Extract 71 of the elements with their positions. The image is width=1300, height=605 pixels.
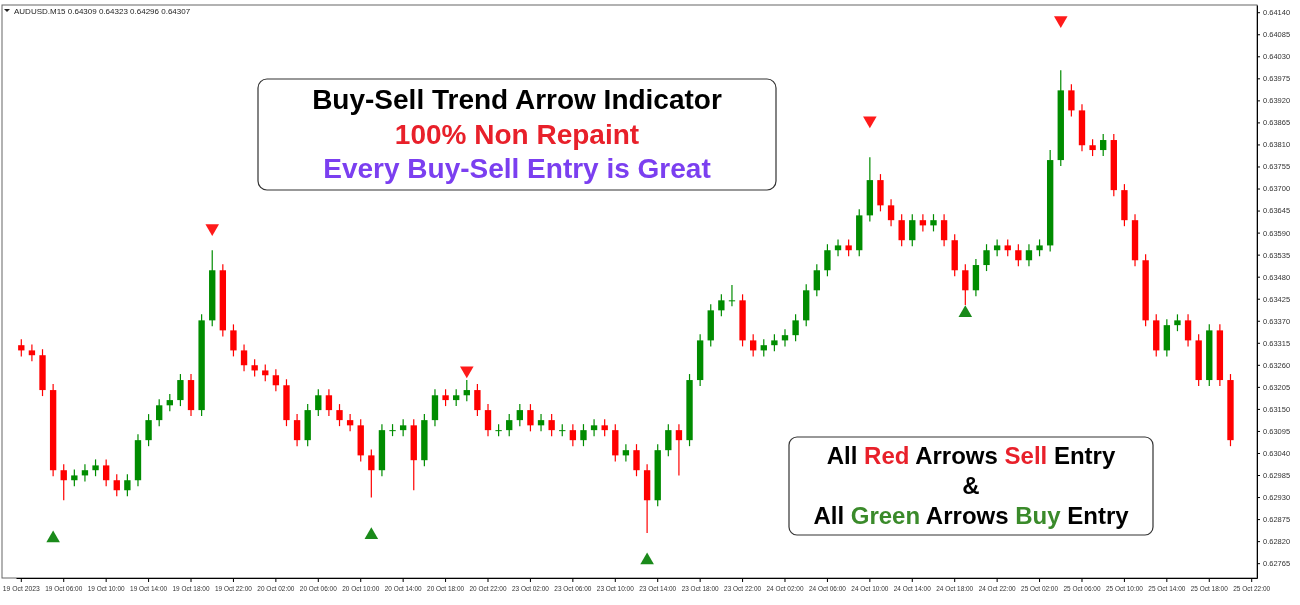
- annotation: All Green Arrows Buy Entry: [813, 502, 1130, 529]
- candlestick: [230, 323, 237, 358]
- candlestick: [962, 263, 969, 306]
- candlestick: [919, 213, 927, 232]
- candlestick: [474, 383, 481, 417]
- candlestick: [792, 313, 799, 342]
- candlestick: [813, 263, 820, 297]
- candlestick: [346, 413, 354, 432]
- candlestick: [368, 448, 375, 499]
- candlestick: [887, 198, 895, 227]
- candlestick: [718, 293, 725, 317]
- candlestick: [1015, 243, 1022, 267]
- candlestick: [728, 284, 736, 307]
- candlestick: [145, 413, 152, 447]
- candlestick: [983, 243, 990, 272]
- text-box: All Red Arrows Sell Entry & All Green Arrows Buy Entry: [788, 436, 1154, 536]
- candlestick: [293, 413, 301, 447]
- candlestick: [484, 403, 492, 437]
- candlestick: [909, 213, 916, 247]
- annotation: AUDUSD.M15 0.64309 0.64323 0.64296 0.64307: [14, 7, 191, 16]
- candlestick: [580, 423, 587, 447]
- candlestick: [60, 463, 67, 501]
- candlestick: [113, 473, 120, 497]
- candlestick: [240, 343, 248, 372]
- point: [640, 552, 654, 565]
- candlestick: [569, 423, 577, 447]
- candlestick: [315, 388, 322, 417]
- annotation: Every Buy-Sell Entry is Great: [323, 153, 711, 184]
- candlestick: [1184, 313, 1192, 347]
- candlestick: [898, 213, 905, 247]
- candlestick: [781, 328, 789, 347]
- candlestick: [272, 368, 280, 392]
- candlestick: [675, 423, 683, 477]
- candlestick: [537, 413, 545, 432]
- candlestick: [1068, 83, 1075, 117]
- candlestick: [749, 333, 757, 358]
- candlestick: [1025, 243, 1033, 267]
- annotation: All Red Arrows Sell Entry: [826, 442, 1116, 469]
- candlestick: [325, 388, 333, 417]
- candlestick: [177, 373, 184, 407]
- candlestick: [124, 473, 131, 497]
- point: [364, 527, 379, 540]
- candlestick: [665, 423, 672, 457]
- candlestick: [548, 413, 555, 437]
- candlestick: [590, 418, 598, 437]
- candlestick: [463, 379, 470, 402]
- candlestick: [940, 213, 948, 247]
- x-tick-label: 25 Oct 22:00: [1233, 583, 1280, 593]
- candlestick: [336, 403, 343, 427]
- candlestick: [28, 343, 36, 362]
- candlestick: [834, 238, 842, 257]
- annotation: &: [962, 472, 980, 499]
- point: [205, 224, 220, 237]
- candlestick: [527, 403, 534, 432]
- candlestick: [516, 403, 524, 427]
- candlestick: [633, 443, 640, 477]
- candlestick: [824, 243, 831, 277]
- candlestick: [622, 443, 630, 462]
- candlestick: [399, 418, 407, 437]
- candlestick: [81, 463, 89, 483]
- x-tick-label: 19 Oct 2023: [2, 583, 47, 593]
- point: [1053, 16, 1068, 29]
- candlestick: [102, 458, 110, 487]
- candlestick: [1100, 133, 1107, 157]
- candlestick: [506, 413, 513, 437]
- candlestick: [993, 238, 1001, 257]
- point: [863, 116, 877, 129]
- point: [46, 530, 60, 543]
- point: [958, 305, 973, 318]
- text-box: Buy-Sell Trend Arrow Indicator 100% Non Repaint Every Buy-Sell Entry is Great: [257, 78, 777, 191]
- candlestick: [156, 398, 163, 427]
